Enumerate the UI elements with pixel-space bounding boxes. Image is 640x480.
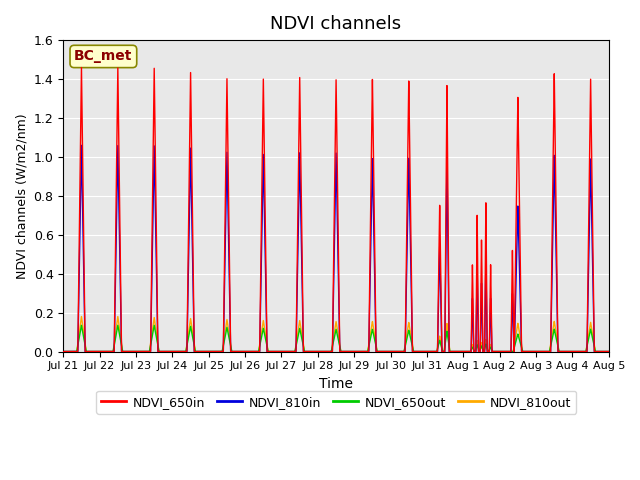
NDVI_810out [489, 348, 497, 354]
NDVI_650in [605, 348, 612, 354]
NDVI_810out [77, 313, 85, 319]
NDVI_650out [605, 348, 612, 354]
NDVI_650in [412, 348, 419, 354]
Line: NDVI_810in: NDVI_810in [63, 145, 609, 351]
NDVI_650out [412, 348, 419, 354]
NDVI_650in [176, 348, 184, 354]
NDVI_650out [170, 348, 178, 354]
Text: BC_met: BC_met [74, 49, 132, 63]
NDVI_650out [176, 348, 184, 354]
NDVI_650out [264, 346, 271, 352]
NDVI_810in [489, 348, 497, 354]
NDVI_810in [77, 143, 85, 148]
Legend: NDVI_650in, NDVI_810in, NDVI_650out, NDVI_810out: NDVI_650in, NDVI_810in, NDVI_650out, NDV… [96, 391, 576, 414]
NDVI_650in [170, 348, 178, 354]
NDVI_810out [605, 348, 612, 354]
Line: NDVI_810out: NDVI_810out [63, 316, 609, 351]
NDVI_650in [60, 348, 67, 354]
NDVI_810in [264, 348, 271, 354]
Y-axis label: NDVI channels (W/m2/nm): NDVI channels (W/m2/nm) [15, 113, 28, 278]
NDVI_810in [603, 348, 611, 354]
NDVI_650out [489, 348, 497, 354]
NDVI_650out [60, 348, 67, 354]
NDVI_650in [489, 348, 497, 354]
Line: NDVI_650out: NDVI_650out [63, 325, 609, 351]
NDVI_810out [170, 348, 178, 354]
NDVI_810out [264, 346, 271, 351]
NDVI_650in [77, 65, 85, 71]
NDVI_810out [412, 348, 419, 354]
NDVI_810in [60, 348, 67, 354]
Line: NDVI_650in: NDVI_650in [63, 68, 609, 351]
NDVI_650in [603, 348, 611, 354]
NDVI_810out [60, 348, 67, 354]
X-axis label: Time: Time [319, 377, 353, 391]
NDVI_810in [412, 348, 419, 354]
Title: NDVI channels: NDVI channels [271, 15, 402, 33]
NDVI_650out [603, 348, 611, 354]
NDVI_810in [605, 348, 612, 354]
NDVI_810in [170, 348, 178, 354]
NDVI_650in [264, 348, 271, 354]
NDVI_810in [176, 348, 184, 354]
NDVI_810out [603, 348, 611, 354]
NDVI_650out [77, 323, 85, 328]
NDVI_810out [176, 348, 184, 354]
